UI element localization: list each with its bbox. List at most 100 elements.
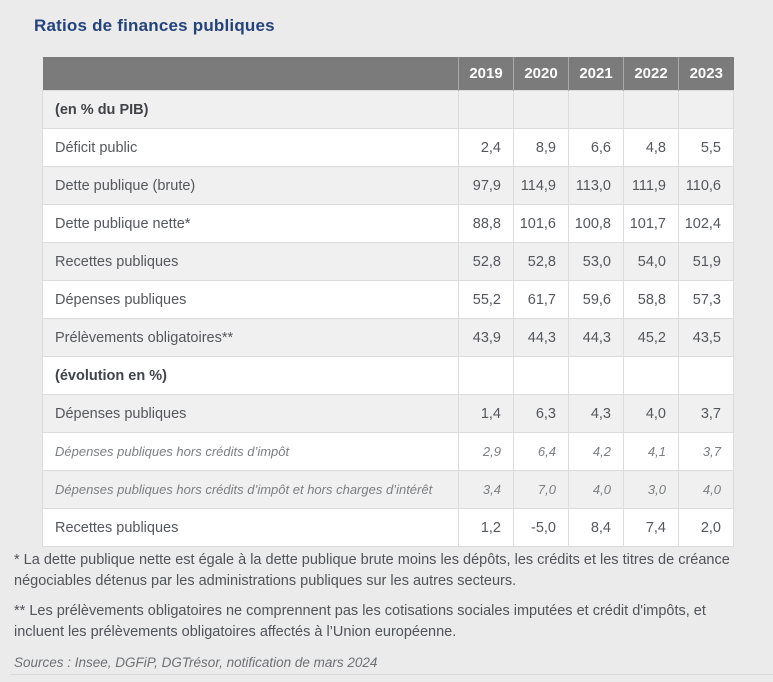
value-cell: 52,8 — [458, 242, 514, 281]
table-body: (en % du PIB) Déficit public 2,4 8,9 6,6 4,8 5… — [42, 90, 734, 547]
year-header-2019: 2019 — [458, 57, 514, 91]
value-cell — [678, 90, 734, 129]
row-label: Dépenses publiques — [42, 394, 459, 433]
value-cell: 4,0 — [568, 470, 624, 509]
value-cell: 102,4 — [678, 204, 734, 243]
value-cell: 61,7 — [513, 280, 569, 319]
row-label: (en % du PIB) — [42, 90, 459, 129]
value-cell: 58,8 — [623, 280, 679, 319]
value-cell: 114,9 — [513, 166, 569, 205]
table-header: 2019 2020 2021 2022 2023 — [42, 57, 734, 91]
value-cell: 110,6 — [678, 166, 734, 205]
value-cell: 6,3 — [513, 394, 569, 433]
value-cell: 4,1 — [623, 432, 679, 471]
value-cell: 97,9 — [458, 166, 514, 205]
footnotes: * La dette publique nette est égale à la… — [14, 550, 759, 673]
value-cell: 53,0 — [568, 242, 624, 281]
footnote-mandatory-levies: ** Les prélèvements obligatoires ne comp… — [14, 603, 706, 640]
ratios-table: 2019 2020 2021 2022 2023 (en % du PIB) Défici… — [42, 57, 734, 547]
value-cell — [568, 356, 624, 395]
table-row: (évolution en %) — [42, 356, 734, 395]
value-cell: 6,6 — [568, 128, 624, 167]
table-row: Prélèvements obligatoires** 43,9 44,3 44,3 4… — [42, 318, 734, 357]
row-label: Prélèvements obligatoires** — [42, 318, 459, 357]
value-cell — [513, 356, 569, 395]
row-label: Déficit public — [42, 128, 459, 167]
value-cell: 7,4 — [623, 508, 679, 547]
value-cell: 55,2 — [458, 280, 514, 319]
value-cell: 1,4 — [458, 394, 514, 433]
value-cell: 4,0 — [678, 470, 734, 509]
value-cell: 4,8 — [623, 128, 679, 167]
row-label: (évolution en %) — [42, 356, 459, 395]
table-row: Recettes publiques 1,2 -5,0 8,4 7,4 2,0 — [42, 508, 734, 547]
value-cell: 2,4 — [458, 128, 514, 167]
value-cell: 6,4 — [513, 432, 569, 471]
table-row: (en % du PIB) — [42, 90, 734, 129]
value-cell — [568, 90, 624, 129]
value-cell — [678, 356, 734, 395]
value-cell: 5,5 — [678, 128, 734, 167]
year-header-row: 2019 2020 2021 2022 2023 — [42, 57, 734, 91]
table-row: Dépenses publiques 1,4 6,3 4,3 4,0 3,7 — [42, 394, 734, 433]
value-cell: 52,8 — [513, 242, 569, 281]
table-row: Dépenses publiques 55,2 61,7 59,6 58,8 57,3 — [42, 280, 734, 319]
value-cell: 51,9 — [678, 242, 734, 281]
row-label: Dépenses publiques hors crédits d’impôt … — [42, 470, 459, 509]
value-cell: 44,3 — [568, 318, 624, 357]
table-row: Déficit public 2,4 8,9 6,6 4,8 5,5 — [42, 128, 734, 167]
value-cell: 57,3 — [678, 280, 734, 319]
row-label: Dépenses publiques — [42, 280, 459, 319]
value-cell: 100,8 — [568, 204, 624, 243]
value-cell: 59,6 — [568, 280, 624, 319]
row-label: Dépenses publiques hors crédits d’impôt — [42, 432, 459, 471]
bottom-divider — [10, 674, 773, 675]
value-cell: 101,7 — [623, 204, 679, 243]
value-cell — [623, 356, 679, 395]
value-cell — [623, 90, 679, 129]
value-cell: 43,9 — [458, 318, 514, 357]
value-cell: 54,0 — [623, 242, 679, 281]
value-cell: 4,0 — [623, 394, 679, 433]
sources-line: Sources : Insee, DGFiP, DGTrésor, notifi… — [14, 655, 378, 670]
row-label: Dette publique nette* — [42, 204, 459, 243]
table-row: Dette publique nette* 88,8 101,6 100,8 101,7… — [42, 204, 734, 243]
table-row: Dette publique (brute) 97,9 114,9 113,0 111,… — [42, 166, 734, 205]
ratios-table-container: 2019 2020 2021 2022 2023 (en % du PIB) Défici… — [42, 57, 734, 547]
value-cell: 4,2 — [568, 432, 624, 471]
row-label: Recettes publiques — [42, 242, 459, 281]
value-cell: 43,5 — [678, 318, 734, 357]
value-cell: 3,0 — [623, 470, 679, 509]
value-cell: 3,7 — [678, 432, 734, 471]
value-cell: 8,4 — [568, 508, 624, 547]
value-cell: 2,9 — [458, 432, 514, 471]
value-cell: 88,8 — [458, 204, 514, 243]
value-cell: 3,7 — [678, 394, 734, 433]
table-row: Recettes publiques 52,8 52,8 53,0 54,0 51,9 — [42, 242, 734, 281]
value-cell: 101,6 — [513, 204, 569, 243]
value-cell: 113,0 — [568, 166, 624, 205]
year-header-2020: 2020 — [513, 57, 569, 91]
row-label: Recettes publiques — [42, 508, 459, 547]
value-cell: 2,0 — [678, 508, 734, 547]
value-cell: 3,4 — [458, 470, 514, 509]
value-cell: 7,0 — [513, 470, 569, 509]
page-title: Ratios de finances publiques — [34, 16, 275, 35]
row-label: Dette publique (brute) — [42, 166, 459, 205]
table-row: Dépenses publiques hors crédits d’impôt … — [42, 470, 734, 509]
year-header-2023: 2023 — [678, 57, 734, 91]
value-cell: 45,2 — [623, 318, 679, 357]
table-row: Dépenses publiques hors crédits d’impôt 2… — [42, 432, 734, 471]
footnote-net-debt: * La dette publique nette est égale à la… — [14, 552, 730, 589]
value-cell: 8,9 — [513, 128, 569, 167]
header-corner-cell — [42, 57, 459, 91]
value-cell: 1,2 — [458, 508, 514, 547]
value-cell: 44,3 — [513, 318, 569, 357]
value-cell — [458, 356, 514, 395]
value-cell — [458, 90, 514, 129]
year-header-2022: 2022 — [623, 57, 679, 91]
year-header-2021: 2021 — [568, 57, 624, 91]
value-cell: 111,9 — [623, 166, 679, 205]
value-cell: -5,0 — [513, 508, 569, 547]
